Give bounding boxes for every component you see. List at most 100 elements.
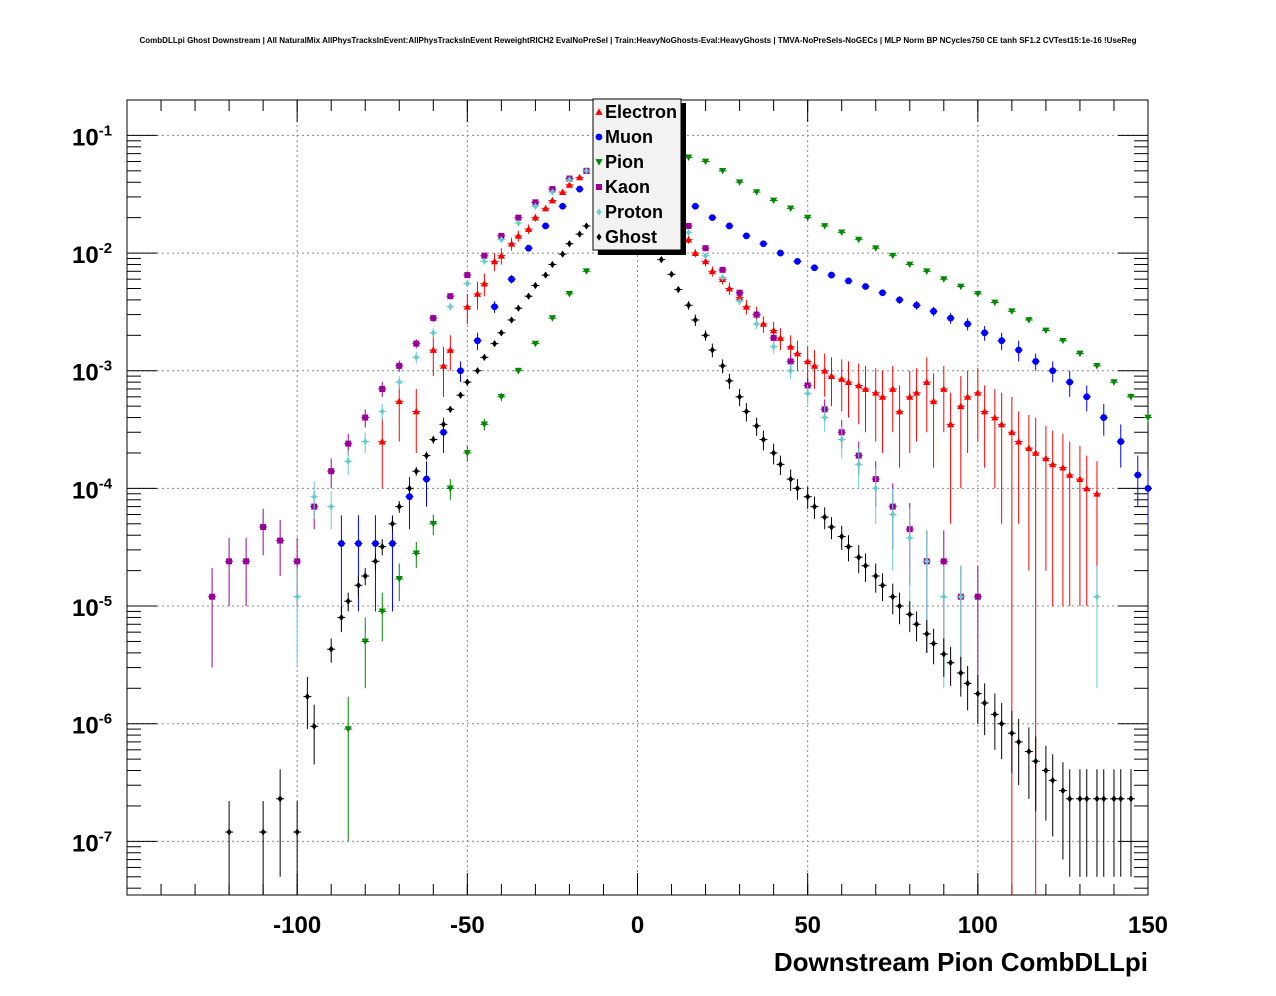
legend-marker-kaon xyxy=(596,184,602,190)
pion-point xyxy=(1025,317,1033,324)
ghost-point xyxy=(492,340,498,348)
electron-point xyxy=(838,375,846,382)
pion-point xyxy=(787,205,795,212)
legend-label-proton: Proton xyxy=(605,202,663,222)
pion-point xyxy=(531,340,539,348)
electron-point xyxy=(1066,471,1074,478)
ghost-point xyxy=(389,520,395,528)
kaon-point xyxy=(243,558,250,565)
ghost-point xyxy=(328,645,334,653)
kaon-point xyxy=(685,222,692,229)
legend-label-kaon: Kaon xyxy=(605,177,650,197)
muon-point xyxy=(389,540,396,547)
x-tick-labels: -100 -50 0 50 100 150 xyxy=(273,912,1168,939)
ghost-point xyxy=(345,597,351,605)
proton-point xyxy=(924,557,930,565)
legend-box xyxy=(592,98,682,251)
proton-point xyxy=(532,202,538,210)
ghost-point xyxy=(362,572,368,580)
ghost-point xyxy=(777,460,783,468)
ghost-point xyxy=(1043,766,1049,775)
ghost-point xyxy=(914,620,920,628)
proton-point xyxy=(737,297,743,305)
ghost-point xyxy=(583,222,589,230)
legend-marker-ghost xyxy=(596,233,602,241)
ghost-point xyxy=(338,613,344,622)
electron-point xyxy=(497,252,505,259)
proton-point xyxy=(754,320,760,328)
ghost-point xyxy=(475,367,481,375)
ghost-point xyxy=(1094,795,1100,803)
kaon-point xyxy=(413,340,420,347)
proton-point xyxy=(481,257,487,265)
kaon-point xyxy=(328,468,335,475)
electron-point xyxy=(981,407,989,415)
electron-point xyxy=(793,349,802,357)
electron-point xyxy=(929,397,938,405)
ghost-point xyxy=(413,467,419,475)
pion-point xyxy=(480,421,488,428)
y-tick-labels: 10-1 10-2 10-3 10-4 10-5 10-6 10-7 xyxy=(72,122,113,857)
ghost-point xyxy=(515,304,521,312)
electron-point xyxy=(576,173,584,181)
muon-point xyxy=(372,540,379,547)
ghost-point xyxy=(965,679,971,688)
y-tick-label: 10-3 xyxy=(72,358,112,387)
ghost-point xyxy=(560,250,566,258)
proton-point xyxy=(430,329,436,337)
pion-point xyxy=(872,245,880,252)
electron-point xyxy=(524,225,533,232)
legend-marker-proton xyxy=(596,208,602,216)
ghost-point xyxy=(726,377,732,385)
electron-point xyxy=(770,326,778,334)
electron-point xyxy=(940,385,948,392)
pion-point xyxy=(718,167,727,175)
ghost-point xyxy=(897,602,903,610)
ghost-point xyxy=(311,722,317,730)
legend-label-electron: Electron xyxy=(605,102,677,122)
proton-point xyxy=(941,593,947,601)
ghost-point xyxy=(1009,729,1015,737)
ghost-point xyxy=(1016,738,1022,746)
ghost-point xyxy=(760,435,766,444)
ghost-point xyxy=(805,493,811,501)
muon-point xyxy=(440,428,447,436)
muon-point xyxy=(406,493,413,501)
y-tick-label: 10-1 xyxy=(72,122,112,151)
ghost-point xyxy=(743,407,749,416)
muon-point xyxy=(457,367,464,375)
y-tick-label: 10-7 xyxy=(72,828,112,857)
ghost-point xyxy=(822,513,828,521)
muon-point xyxy=(777,249,784,257)
ghost-point xyxy=(982,699,988,707)
electron-point xyxy=(821,367,829,374)
electron-point xyxy=(827,372,836,379)
electron-point xyxy=(861,385,870,392)
pion-point xyxy=(463,450,471,457)
electron-point xyxy=(974,389,982,396)
muon-point xyxy=(862,283,869,290)
electron-point xyxy=(736,293,744,301)
ghost-point xyxy=(396,503,402,511)
pion-point xyxy=(684,154,693,162)
electron-point xyxy=(1042,454,1050,462)
proton-point xyxy=(1094,593,1100,601)
proton-point xyxy=(447,303,453,311)
x-tick-label: 50 xyxy=(794,912,821,939)
electron-point xyxy=(473,290,482,297)
kaon-point xyxy=(362,414,369,421)
electron-point xyxy=(1076,475,1084,482)
kaon-point xyxy=(770,334,777,341)
muon-point xyxy=(1032,358,1040,365)
ghost-point xyxy=(549,260,555,269)
ghost-point xyxy=(720,362,726,370)
electron-point xyxy=(490,257,499,265)
electron-point xyxy=(1083,484,1091,492)
ghost-point xyxy=(498,329,504,337)
kaon-point xyxy=(719,266,726,273)
pion-point xyxy=(957,283,965,291)
ghost-point xyxy=(890,593,896,601)
legend-label-pion: Pion xyxy=(605,152,644,172)
pion-point xyxy=(1059,337,1067,345)
muon-point xyxy=(845,277,852,285)
